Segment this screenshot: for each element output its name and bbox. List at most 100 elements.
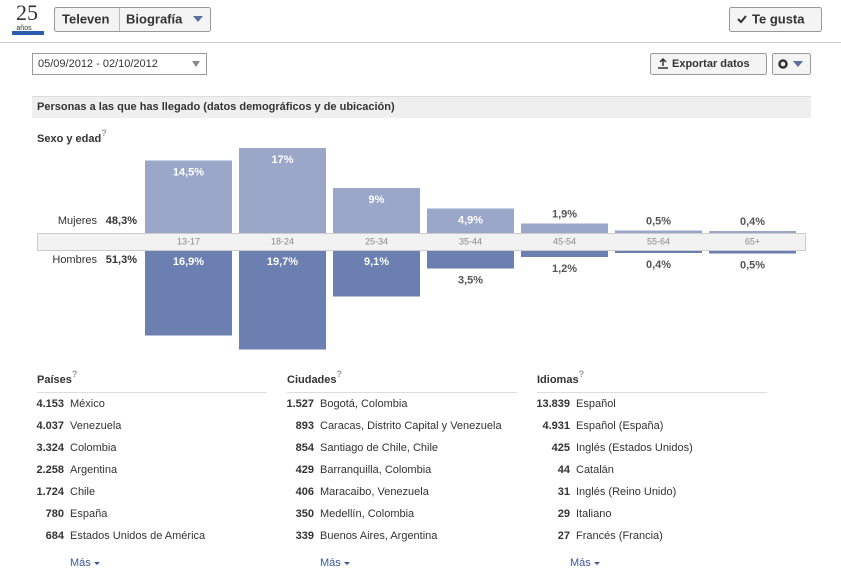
row-name: Buenos Aires, Argentina (320, 530, 438, 542)
row-count: 2.258 (36, 464, 64, 476)
row-count: 4.037 (36, 420, 64, 432)
bar (521, 223, 608, 233)
date-arrow (192, 61, 200, 67)
help-icon[interactable]: ? (579, 369, 585, 379)
data-label: 1,9% (552, 208, 577, 220)
logo-figure: 25 (16, 0, 38, 25)
section-header (32, 96, 811, 118)
like-button[interactable] (729, 7, 822, 32)
row-count: 339 (296, 530, 314, 542)
export-icon (658, 57, 668, 69)
table-title-text: Idiomas (537, 374, 579, 386)
age-label: 45-54 (553, 236, 576, 246)
bar (145, 160, 232, 233)
date-range[interactable]: 05/09/2012 - 02/10/2012 (38, 58, 158, 70)
bar (427, 251, 514, 269)
settings-button[interactable] (772, 53, 811, 75)
row-name: Estados Unidos de América (70, 530, 206, 542)
age-label: 18-24 (271, 236, 294, 246)
row-count: 29 (558, 508, 570, 520)
row-count: 4.931 (542, 420, 570, 432)
more-link[interactable]: Más (570, 557, 591, 569)
series-name: Hombres (52, 254, 97, 266)
page-name[interactable]: Televen (62, 11, 110, 26)
logo-caption: años (16, 25, 32, 32)
row-name: Italiano (576, 508, 611, 520)
logo-bar (12, 31, 44, 35)
export-button[interactable] (650, 53, 767, 75)
data-label: 14,5% (173, 166, 204, 178)
data-label: 0,4% (646, 259, 671, 271)
row-name: Venezuela (70, 420, 122, 432)
logo: 25 años (12, 0, 44, 35)
row-name: México (70, 398, 105, 410)
table-title: Países? (37, 369, 77, 386)
row-count: 27 (558, 530, 570, 542)
bar (709, 251, 796, 254)
data-label: 19,7% (267, 256, 298, 268)
age-label: 13-17 (177, 236, 200, 246)
series-total: 51,3% (106, 254, 137, 266)
bar (239, 251, 326, 350)
help-icon[interactable]: ? (337, 369, 343, 379)
row-count: 684 (46, 530, 65, 542)
table-title: Idiomas? (537, 369, 584, 386)
section-dropdown[interactable]: Biografía (126, 11, 183, 26)
row-count: 44 (558, 464, 571, 476)
bar (615, 230, 702, 233)
table-title-text: Ciudades (287, 374, 337, 386)
row-count: 4.153 (36, 398, 64, 410)
age-label: 25-34 (365, 236, 388, 246)
row-count: 893 (296, 420, 314, 432)
row-name: Español (España) (576, 420, 663, 432)
chart-title-text: Sexo y edad (37, 133, 101, 145)
row-name: Francés (Francia) (576, 530, 663, 542)
like-label[interactable]: Te gusta (752, 11, 805, 26)
export-label[interactable]: Exportar datos (672, 58, 750, 70)
row-name: Chile (70, 486, 95, 498)
row-count: 1.527 (286, 398, 314, 410)
help-icon[interactable]: ? (72, 369, 78, 379)
bar (145, 251, 232, 336)
more-arrow (344, 562, 350, 565)
bar (709, 231, 796, 233)
row-name: Colombia (70, 442, 117, 454)
age-label: 65+ (745, 236, 760, 246)
more-arrow (594, 562, 600, 565)
data-label: 0,5% (740, 259, 765, 271)
dropdown-arrow (193, 16, 203, 22)
row-count: 13.839 (536, 398, 570, 410)
row-name: Español (576, 398, 616, 410)
row-count: 780 (46, 508, 64, 520)
more-link[interactable]: Más (70, 557, 91, 569)
bar (333, 251, 420, 297)
data-label: 0,4% (740, 216, 765, 228)
row-name: Inglés (Reino Unido) (576, 486, 676, 498)
data-label: 9,1% (364, 256, 389, 268)
data-label: 0,5% (646, 215, 671, 227)
row-name: Argentina (70, 464, 118, 476)
row-count: 350 (296, 508, 314, 520)
row-name: Medellín, Colombia (320, 508, 415, 520)
row-name: Maracaibo, Venezuela (320, 486, 430, 498)
age-label: 55-64 (647, 236, 670, 246)
row-count: 429 (296, 464, 314, 476)
row-name: Catalán (576, 464, 614, 476)
row-count: 1.724 (36, 486, 64, 498)
row-count: 3.324 (36, 442, 64, 454)
row-name: España (70, 508, 108, 520)
more-arrow (94, 562, 100, 565)
row-name: Caracas, Distrito Capital y Venezuela (320, 420, 502, 432)
help-icon[interactable]: ? (101, 128, 107, 138)
more-link[interactable]: Más (320, 557, 341, 569)
data-label: 1,2% (552, 263, 577, 275)
series-name: Mujeres (58, 215, 98, 227)
bar (615, 251, 702, 253)
chart-title: Sexo y edad? (37, 128, 107, 145)
gear-icon (778, 59, 788, 69)
bar (521, 251, 608, 257)
date-picker[interactable] (32, 53, 207, 75)
row-count: 425 (552, 442, 570, 454)
row-count: 31 (558, 486, 570, 498)
